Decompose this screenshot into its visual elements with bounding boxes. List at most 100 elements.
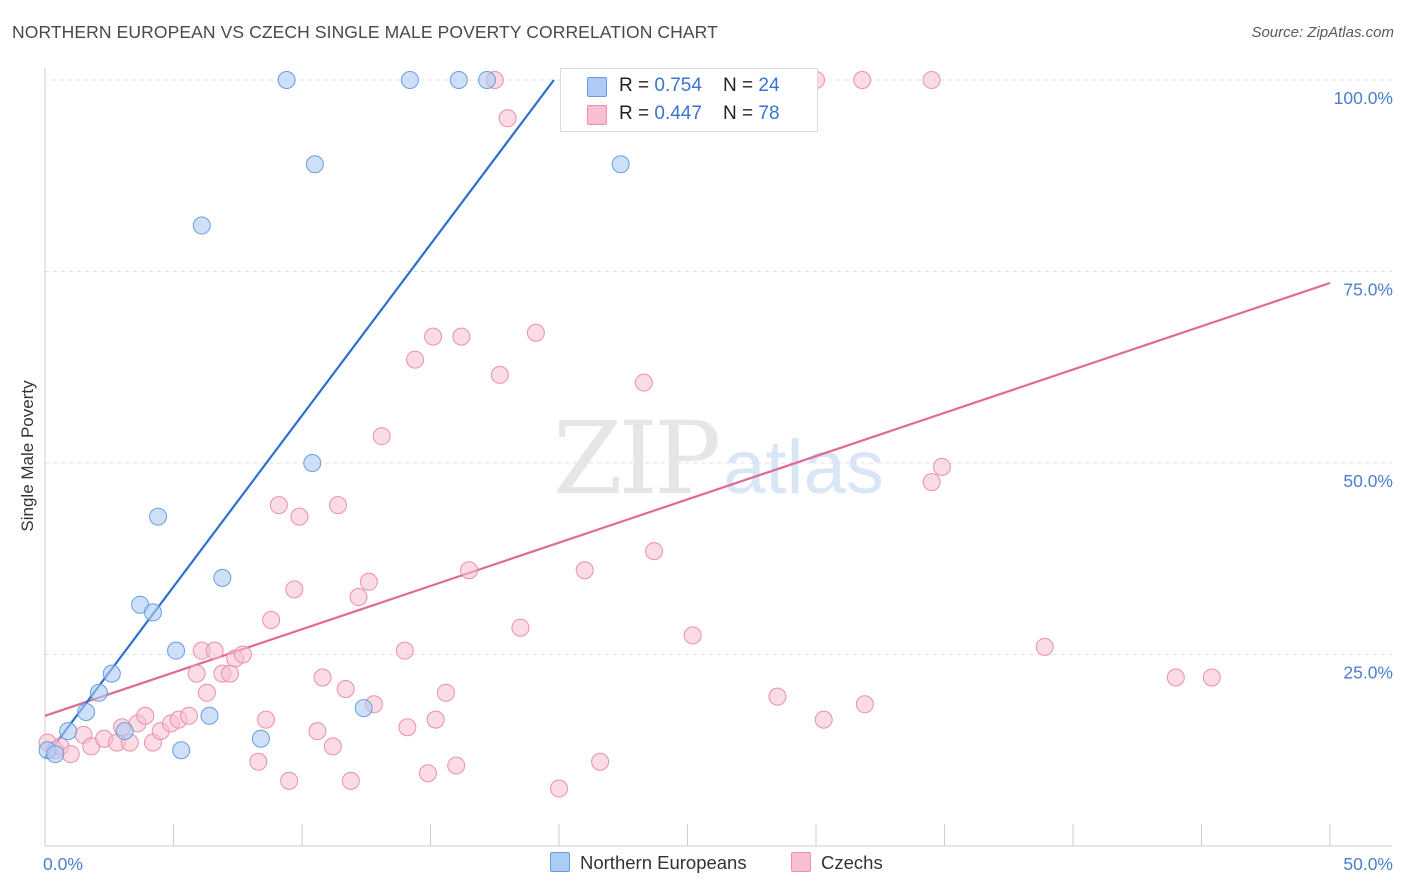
czech-point: [285, 580, 304, 599]
northern-point: [277, 71, 296, 89]
bottom-legend-swatch-czech: [791, 852, 811, 872]
northern-point: [143, 603, 162, 622]
legend-text-northern: R = 0.754 N = 24: [619, 75, 780, 97]
northern-point: [59, 722, 78, 741]
bottom-legend-northern: Northern Europeans: [550, 852, 747, 874]
bottom-legend-swatch-northern: [550, 852, 570, 872]
czech-point: [855, 695, 874, 714]
czech-point: [460, 561, 479, 580]
czech-point: [490, 365, 509, 384]
czech-point: [511, 618, 530, 637]
x-tick-label-min: 0.0%: [43, 854, 83, 874]
legend-swatch-northern: [587, 77, 607, 97]
northern-point: [192, 216, 211, 235]
czech-point: [591, 752, 610, 771]
czech-point: [436, 683, 455, 702]
trendline-northern: [44, 79, 555, 759]
trendline-czech: [44, 281, 1331, 717]
trendlines: [44, 79, 1331, 759]
legend-n-value-czech: 78: [758, 103, 780, 124]
gridlines: [45, 79, 1392, 655]
czech-point: [61, 745, 80, 764]
legend-n-label: N =: [723, 75, 759, 96]
czech-point: [922, 473, 941, 492]
czech-point: [1035, 637, 1054, 656]
czech-point: [418, 764, 437, 783]
czech-point: [262, 611, 281, 630]
legend-n-value-northern: 24: [758, 75, 780, 96]
source-label: Source: ZipAtlas.com: [1251, 24, 1394, 41]
northern-point: [305, 155, 324, 174]
czech-point: [683, 626, 702, 645]
northern-point: [149, 507, 168, 526]
czech-point: [372, 427, 391, 446]
czech-point: [349, 588, 368, 607]
czech-point: [526, 323, 545, 342]
y-tick-label: 50.0%: [1343, 471, 1393, 491]
czech-point: [290, 507, 309, 526]
northern-point: [102, 664, 121, 683]
northern-point: [354, 699, 373, 718]
czech-point: [249, 752, 268, 771]
czech-point: [424, 327, 443, 346]
northern-points: [38, 71, 630, 764]
axes: [44, 68, 1392, 847]
czech-point: [645, 542, 664, 561]
czech-point: [447, 756, 466, 775]
y-tick-label: 25.0%: [1343, 663, 1393, 683]
czech-point: [1166, 668, 1185, 687]
bottom-legend-label-czech: Czechs: [821, 852, 883, 873]
czech-point: [257, 710, 276, 729]
czech-point: [323, 737, 342, 756]
czech-point: [187, 664, 206, 683]
x-tick-label-max: 50.0%: [1343, 854, 1393, 874]
legend-n-label: N =: [723, 103, 759, 124]
czech-point: [406, 350, 425, 369]
czech-points: [38, 71, 1221, 798]
czech-point: [313, 668, 332, 687]
czech-point: [922, 71, 941, 89]
legend-r-label: R =: [619, 75, 655, 96]
czech-point: [341, 771, 360, 790]
czech-point: [814, 710, 833, 729]
legend-r-label: R =: [619, 103, 655, 124]
czech-point: [328, 496, 347, 515]
czech-point: [197, 683, 216, 702]
czech-point: [932, 457, 951, 476]
legend-r-value-northern: 0.754: [654, 75, 702, 96]
czech-point: [359, 572, 378, 591]
y-tick-label: 75.0%: [1343, 280, 1393, 300]
northern-point: [400, 71, 419, 89]
y-tick-label: 100.0%: [1334, 88, 1393, 108]
legend-r-value-czech: 0.447: [654, 103, 702, 124]
czech-point: [853, 71, 872, 89]
czech-point: [498, 109, 517, 128]
northern-point: [89, 683, 108, 702]
northern-point: [449, 71, 468, 89]
czech-point: [395, 641, 414, 660]
czech-point: [398, 718, 417, 737]
northern-point: [251, 729, 270, 748]
czech-point: [550, 779, 568, 798]
legend-swatch-czech: [587, 105, 607, 125]
czech-point: [136, 706, 155, 725]
stats-legend: R = 0.754 N = 24 R = 0.447 N = 78: [560, 68, 818, 132]
czech-point: [280, 771, 299, 790]
czech-point: [269, 496, 288, 515]
czech-point: [336, 679, 355, 698]
czech-point: [179, 706, 198, 725]
bottom-legend-czech: Czechs: [791, 852, 883, 874]
czech-point: [452, 327, 471, 346]
northern-point: [115, 722, 134, 741]
czech-point: [221, 664, 240, 683]
northern-point: [303, 454, 322, 472]
northern-point: [46, 745, 65, 764]
czech-point: [575, 561, 594, 580]
northern-point: [611, 155, 630, 174]
bottom-legend-label-northern: Northern Europeans: [580, 852, 747, 873]
czech-point: [205, 641, 224, 660]
czech-point: [233, 645, 252, 664]
northern-point: [200, 706, 219, 725]
czech-point: [1202, 668, 1221, 687]
